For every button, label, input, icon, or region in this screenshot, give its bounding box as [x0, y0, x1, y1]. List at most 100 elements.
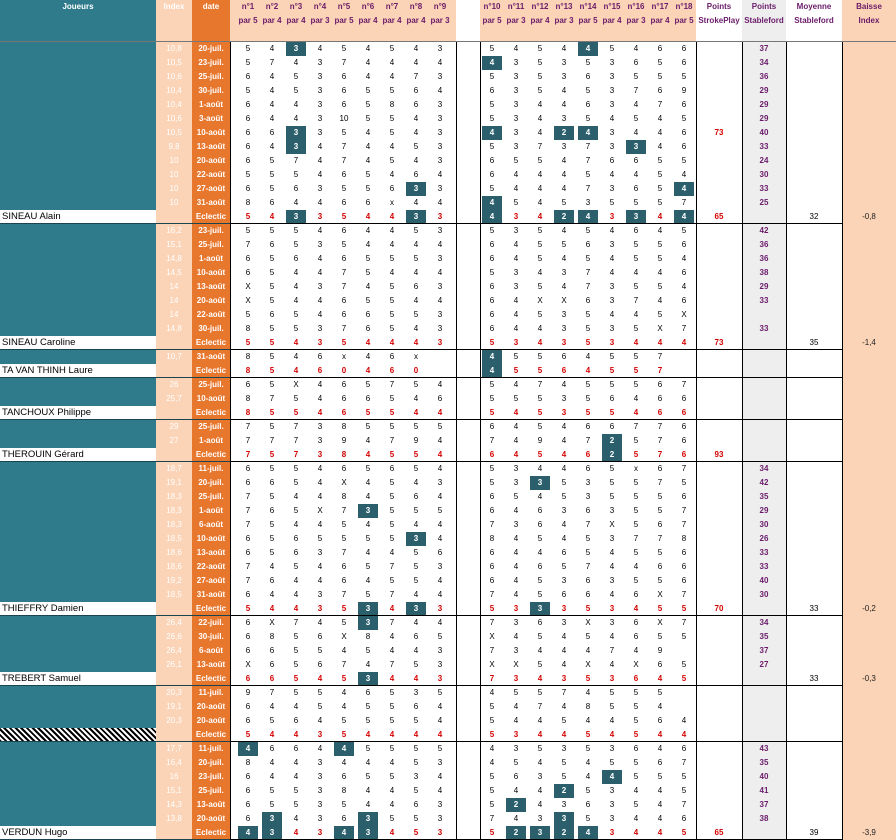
eclectic-row-hole-12-score: 4	[537, 212, 543, 221]
score-row-hole-7-score: x	[390, 198, 394, 207]
moyenne-stableford	[786, 364, 842, 378]
score-row-hole-5-score: 8	[341, 786, 347, 795]
stableford-points: 42	[742, 476, 786, 490]
index-value: 14,5	[166, 268, 182, 277]
strokeplay-points	[696, 56, 742, 70]
score-row-hole-7-score: 5	[389, 814, 395, 823]
score-row-hole-9-score: 6	[437, 548, 443, 557]
score-row-hole-18-score: 6	[681, 576, 687, 585]
score-row-hole-7-score: 7	[389, 660, 395, 669]
eclectic-row-hole-2-score: 4	[269, 604, 275, 613]
score-row-hole-12-score: 3	[537, 814, 543, 823]
score-row-hole-17-score: 6	[657, 464, 663, 473]
score-row-hole-13-score: 3	[561, 310, 567, 319]
score-row-hole-14-score: 7	[585, 520, 591, 529]
score-row-hole-18-score: 6	[681, 548, 687, 557]
score-row-hole-16-score: 6	[633, 226, 639, 235]
date-value: 20-août	[196, 814, 226, 823]
eclectic-row-hole-12-score: 4	[537, 674, 543, 683]
score-row-hole-11-score: 4	[513, 184, 519, 193]
header-par-16: par 3	[626, 16, 646, 25]
player-name-bar	[0, 602, 156, 616]
eclectic-row-hole-8-score: 3	[406, 210, 426, 224]
score-row-hole-8-score: 9	[413, 436, 419, 445]
score-row-hole-4-score: 4	[317, 478, 323, 487]
score-row-hole-15-score: 7	[609, 646, 615, 655]
score-row-hole-5-score: 7	[341, 548, 347, 557]
score-row-hole-17-score: 6	[657, 660, 663, 669]
score-row-hole-4-score: 4	[317, 744, 323, 753]
score-row-hole-5-score: 5	[341, 716, 347, 725]
score-row-hole-8-score: 5	[413, 660, 419, 669]
eclectic-row-hole-6-score: 3	[358, 826, 378, 840]
strokeplay-points	[696, 798, 742, 812]
score-row-hole-18-score: 5	[681, 772, 687, 781]
score-row-hole-15-score: X	[609, 520, 615, 529]
score-row-hole-7-score: 4	[389, 548, 395, 557]
score-row-hole-7-score: 6	[389, 352, 395, 361]
index-value: 16,4	[166, 758, 182, 767]
score-row-hole-14-score: 5	[585, 548, 591, 557]
eclectic-label: Eclectic	[195, 604, 227, 613]
score-row-hole-18-score: 6	[681, 394, 687, 403]
stableford-points: 26	[742, 532, 786, 546]
index-value: 14	[169, 310, 179, 319]
score-row-hole-14-score: 7	[585, 268, 591, 277]
score-row-hole-16-score: 6	[633, 590, 639, 599]
score-row-hole-14-score: 3	[585, 478, 591, 487]
score-row-hole-6-score: 5	[365, 86, 371, 95]
score-row-hole-5-score: 4	[341, 758, 347, 767]
date-value: 27-août	[196, 184, 226, 193]
score-row-hole-16-score: 6	[633, 58, 639, 67]
score-row-hole-9-score: 6	[437, 394, 443, 403]
score-row-hole-16-score: 7	[633, 422, 639, 431]
score-row-hole-6-score: 4	[365, 72, 371, 81]
strokeplay-points	[696, 462, 742, 476]
header-moyenne: Moyenne	[796, 2, 832, 11]
stableford-points: 35	[742, 490, 786, 504]
stableford-points: 33	[742, 294, 786, 308]
row-separator	[230, 615, 842, 616]
date-value: 22-août	[196, 562, 226, 571]
score-row-hole-13-score: 4	[561, 100, 567, 109]
index-value: 18,5	[166, 534, 182, 543]
score-row-hole-3-score: 5	[293, 464, 299, 473]
stableford-points: 40	[742, 770, 786, 784]
score-row-hole-13-score: 5	[561, 772, 567, 781]
score-row-hole-13-score: 4	[561, 282, 567, 291]
score-row-hole-3-score: 6	[293, 744, 299, 753]
score-row-hole-7-score: 7	[389, 618, 395, 627]
baisse-index: -0,2	[862, 604, 876, 613]
row-separator	[0, 461, 230, 462]
eclectic-row-hole-12-score: 5	[537, 366, 543, 375]
score-row-hole-1-score: 8	[245, 394, 251, 403]
eclectic-row-hole-2-score: 4	[269, 212, 275, 221]
score-row-hole-13-score: 2	[554, 126, 574, 140]
eclectic-value	[156, 826, 192, 840]
header-players	[0, 0, 156, 42]
score-row-hole-15-score: 4	[609, 590, 615, 599]
score-row-hole-5-score: 6	[341, 296, 347, 305]
stableford-points: 34	[742, 616, 786, 630]
score-row-hole-15-score: 3	[609, 142, 615, 151]
score-row-hole-14-score: 6	[585, 576, 591, 585]
score-row-hole-17-score: 6	[657, 758, 663, 767]
score-row-hole-18-score: 5	[681, 156, 687, 165]
score-row-hole-5-score: 6	[341, 310, 347, 319]
strokeplay-points	[696, 770, 742, 784]
score-row-hole-12-score: 4	[537, 268, 543, 277]
score-row-hole-3-score: 5	[293, 170, 299, 179]
score-row-hole-6-score: 5	[365, 744, 371, 753]
score-row-hole-16-score: 4	[633, 646, 639, 655]
index-value: 25,7	[166, 394, 182, 403]
score-row-hole-1-score: 6	[245, 646, 251, 655]
score-row-hole-6-score: 5	[365, 254, 371, 263]
score-row-hole-9-score: 4	[437, 58, 443, 67]
row-separator	[230, 377, 842, 378]
score-row-hole-9-score: 3	[437, 800, 443, 809]
score-row-hole-15-score: 5	[609, 492, 615, 501]
score-row-hole-8-score: 4	[413, 590, 419, 599]
score-row-hole-16-score: 4	[633, 814, 639, 823]
eclectic-row-hole-13-score: 4	[561, 450, 567, 459]
header-hole-4: n°4	[313, 2, 327, 11]
